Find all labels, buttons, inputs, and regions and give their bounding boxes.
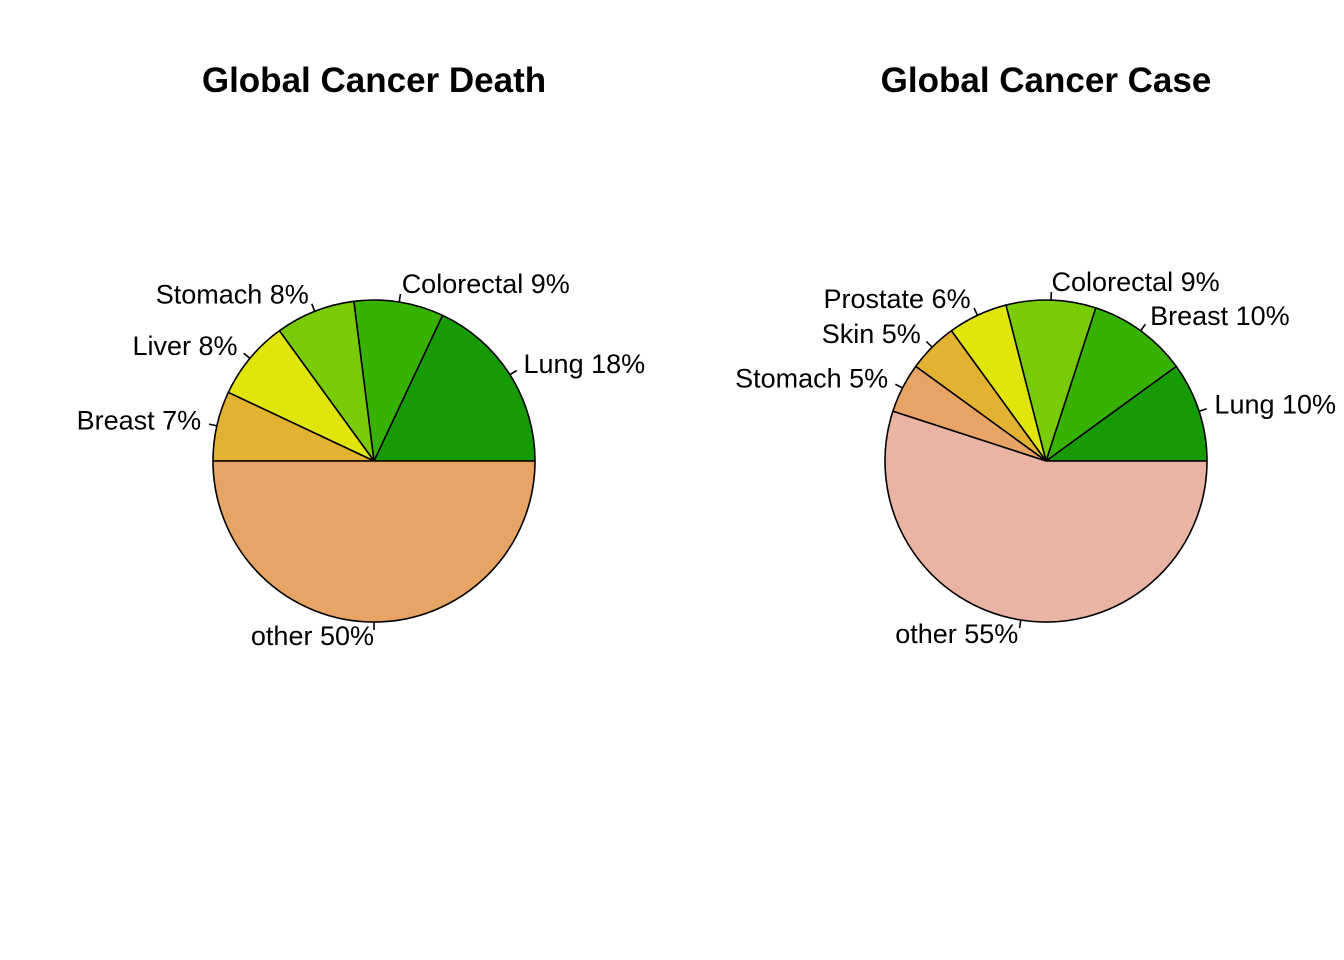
pie-label-tick	[895, 383, 903, 389]
pie-slice-label: Prostate 6%	[824, 284, 971, 314]
pie-slice-label: Stomach 5%	[735, 364, 888, 394]
pie-chart-case: Global Cancer Case Lung 10% Breast 10% Col…	[735, 61, 1336, 649]
pie-slice-label: other 55%	[895, 619, 1018, 649]
pie-label-tick	[398, 293, 402, 303]
pie-slice-label: Lung 18%	[524, 349, 646, 379]
pie-slice-label: Liver 8%	[132, 331, 237, 361]
pie-slice-colorectal	[353, 299, 444, 462]
pie-slice-label: Colorectal 9%	[1052, 267, 1220, 297]
pie-chart-death: Global Cancer Death Lung 18% Colorectal 9…	[77, 61, 646, 651]
pie-slice-other	[884, 410, 1208, 623]
pie-label-tick	[925, 340, 933, 348]
pie-slice-label: Breast 7%	[77, 405, 202, 435]
pie-slice-label: Breast 10%	[1150, 301, 1290, 331]
pie-label-tick	[1198, 407, 1208, 413]
pie-label-tick	[1018, 619, 1022, 629]
pie-label-tick	[208, 423, 218, 427]
pie-slice-label: Skin 5%	[822, 319, 921, 349]
pie-slice-label: other 50%	[251, 621, 374, 651]
chart-title: Global Cancer Death	[202, 61, 546, 100]
pie-slice-label: Colorectal 9%	[402, 269, 570, 299]
pie-label-tick	[311, 303, 316, 312]
pie-slice-colorectal	[1005, 299, 1097, 462]
pie-slice-label: Stomach 8%	[156, 279, 309, 309]
pie-label-tick	[509, 369, 518, 376]
pie-label-tick	[973, 307, 979, 316]
pie-slice-lung	[1045, 365, 1208, 462]
pie-slice-label: Lung 10%	[1214, 389, 1336, 419]
chart-title: Global Cancer Case	[881, 61, 1212, 100]
pie-slice-other	[212, 460, 536, 623]
pie-slice-lung	[373, 314, 536, 462]
pie-label-tick	[243, 352, 251, 359]
pie-label-tick	[1139, 323, 1147, 332]
